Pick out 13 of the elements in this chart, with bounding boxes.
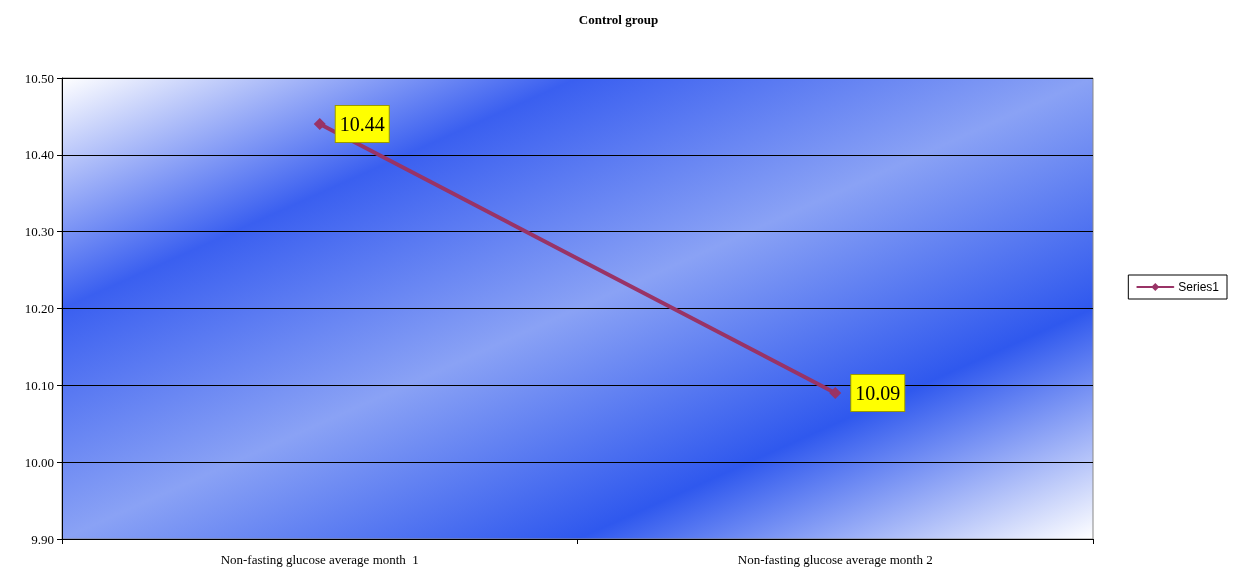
chart-title: Control group [578,12,659,27]
y-tick-label: 10.50 [24,70,54,86]
y-tick-label: 10.30 [24,224,54,240]
y-tick-label: 10.20 [24,301,54,316]
y-tick-label: 10.40 [24,147,54,163]
y-tick-label: 9.90 [31,531,54,547]
data-label: 10.09 [855,382,901,405]
data-label: 10.44 [339,113,385,136]
y-tick-label: 10.00 [24,454,54,470]
x-tick-label: Non-fasting glucose average month 1 [220,552,419,567]
y-tick-label: 10.10 [24,377,54,393]
x-tick-label: Non-fasting glucose average month 2 [737,552,933,567]
legend-label: Series1 [1178,280,1220,294]
